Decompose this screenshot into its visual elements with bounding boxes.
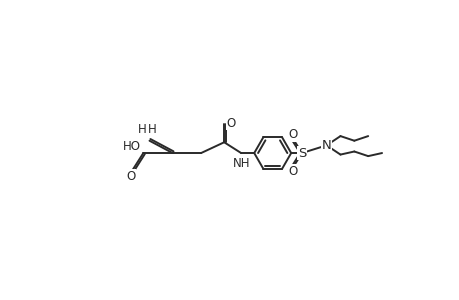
Text: H: H — [137, 123, 146, 136]
Text: O: O — [288, 128, 297, 141]
Text: HO: HO — [123, 140, 141, 153]
Text: H: H — [148, 123, 157, 136]
Text: O: O — [226, 116, 235, 130]
Text: N: N — [321, 139, 331, 152]
Text: NH: NH — [233, 157, 250, 169]
Text: O: O — [126, 169, 135, 183]
Text: O: O — [288, 165, 297, 178]
Text: S: S — [297, 146, 306, 160]
